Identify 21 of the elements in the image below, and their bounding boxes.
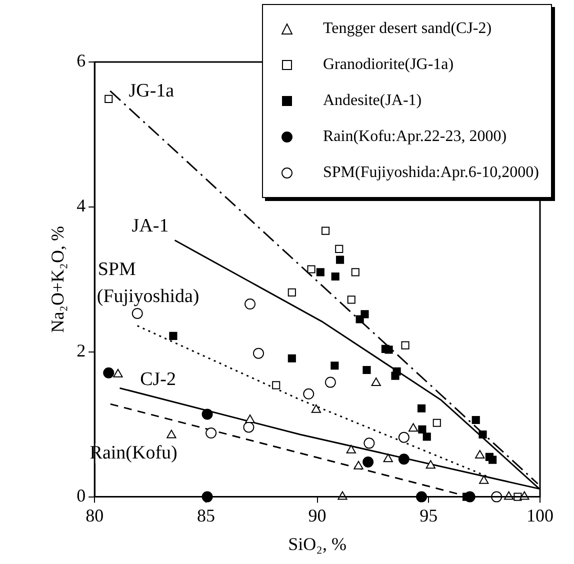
annotation: SPM — [98, 258, 136, 280]
x-tick-label: 90 — [308, 505, 326, 526]
y-tick-label: 0 — [76, 486, 86, 506]
legend-label: Rain(Kofu:Apr.22-23, 2000) — [322, 128, 507, 146]
x-axis-title: SiO₂, % — [288, 534, 346, 554]
y-tick-label: 6 — [76, 50, 86, 71]
x-tick-label: 80 — [86, 505, 104, 526]
x-tick-label: 95 — [420, 505, 438, 526]
legend-label: Andesite(JA-1) — [322, 92, 422, 110]
annotation: (Fujiyoshida) — [96, 286, 200, 307]
x-tick-label: 100 — [526, 505, 554, 526]
legend-label: SPM(Fujiyoshida:Apr.6-10,2000) — [322, 164, 539, 182]
y-tick-label: 2 — [76, 340, 86, 361]
annotation: JA-1 — [132, 215, 169, 236]
annotation: CJ-2 — [140, 369, 176, 390]
x-tick-label: 85 — [196, 505, 215, 526]
legend-label: Tengger desert sand(CJ-2) — [322, 20, 492, 38]
y-tick-label: 4 — [76, 196, 86, 216]
legend-label: Granodiorite(JG-1a) — [322, 56, 454, 74]
y-axis-title: Na₂O+K₂O, % — [48, 226, 68, 333]
annotation: JG-1a — [128, 80, 175, 102]
